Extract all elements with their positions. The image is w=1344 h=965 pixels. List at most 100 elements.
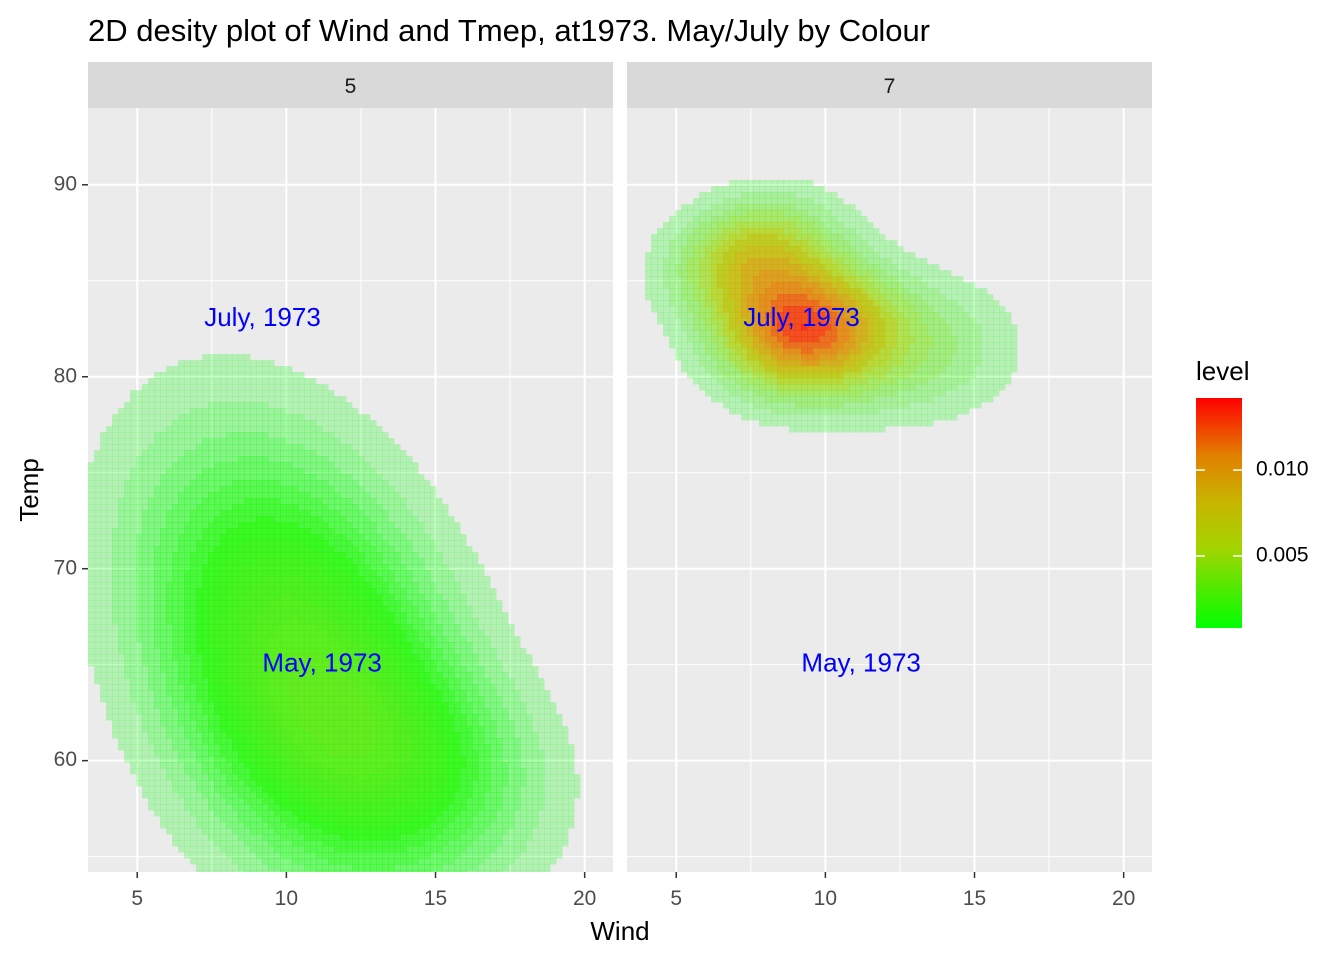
density-cell [160,576,167,583]
density-cell [466,582,473,589]
density-cell [316,492,323,499]
density-cell [304,846,311,853]
density-cell [334,852,341,859]
density-cell [178,732,185,739]
density-cell [340,606,347,613]
density-cell [256,372,263,379]
density-cell [196,732,203,739]
density-cell [112,486,119,493]
density-cell [148,444,155,451]
density-cell [106,576,113,583]
density-cell [274,798,281,805]
density-cell [220,540,227,547]
density-cell [400,720,407,727]
density-cell [244,606,251,613]
density-cell [442,516,449,523]
density-cell [460,840,467,847]
density-cell [214,822,221,829]
density-cell [202,708,209,715]
density-cell [466,774,473,781]
density-cell [232,438,239,445]
density-cell [280,696,287,703]
density-cell [160,462,167,469]
density-cell [256,402,263,409]
density-cell [88,504,95,511]
density-cell [106,558,113,565]
density-cell [268,444,275,451]
density-cell [268,624,275,631]
density-cell [496,822,503,829]
density-cell [250,498,257,505]
density-cell [400,582,407,589]
density-cell [328,738,335,745]
density-cell [190,504,197,511]
density-cell [166,546,173,553]
density-cell [280,564,287,571]
density-cell [88,474,95,481]
density-cell [280,432,287,439]
density-cell [202,372,209,379]
density-cell [118,414,125,421]
density-cell [352,630,359,637]
density-cell [178,480,185,487]
density-cell [442,828,449,835]
density-cell [490,606,497,613]
density-cell [112,600,119,607]
density-cell [340,474,347,481]
density-cell [430,588,437,595]
density-cell [442,846,449,853]
density-cell [274,630,281,637]
density-cell [406,600,413,607]
density-cell [238,582,245,589]
density-cell [370,468,377,475]
density-cell [412,528,419,535]
density-cell [496,846,503,853]
density-cell [256,726,263,733]
density-cell [130,390,137,397]
density-cell [358,480,365,487]
density-cell [136,708,143,715]
density-cell [382,468,389,475]
density-cell [496,798,503,805]
density-cell [466,552,473,559]
density-cell [322,690,329,697]
density-cell [304,804,311,811]
density-cell [430,852,437,859]
density-cell [208,810,215,817]
density-cell [214,558,221,565]
density-cell [256,396,263,403]
density-cell [316,846,323,853]
density-cell [406,606,413,613]
density-cell [286,678,293,685]
density-cell [250,462,257,469]
density-cell [172,408,179,415]
density-cell [172,366,179,373]
density-cell [142,612,149,619]
density-cell [208,726,215,733]
density-cell [226,612,233,619]
density-cell [250,822,257,829]
density-cell [418,780,425,787]
density-cell [490,588,497,595]
density-cell [454,594,461,601]
density-cell [304,552,311,559]
density-cell [376,594,383,601]
density-cell [412,660,419,667]
density-cell [310,546,317,553]
density-cell [274,414,281,421]
density-cell [394,804,401,811]
density-cell [352,480,359,487]
density-cell [256,516,263,523]
density-cell [184,420,191,427]
density-cell [382,756,389,763]
density-cell [124,408,131,415]
density-cell [274,606,281,613]
density-cell [238,546,245,553]
density-cell [262,504,269,511]
density-cell [178,762,185,769]
density-cell [124,642,131,649]
density-cell [334,786,341,793]
density-cell [238,606,245,613]
density-cell [148,546,155,553]
density-cell [226,684,233,691]
